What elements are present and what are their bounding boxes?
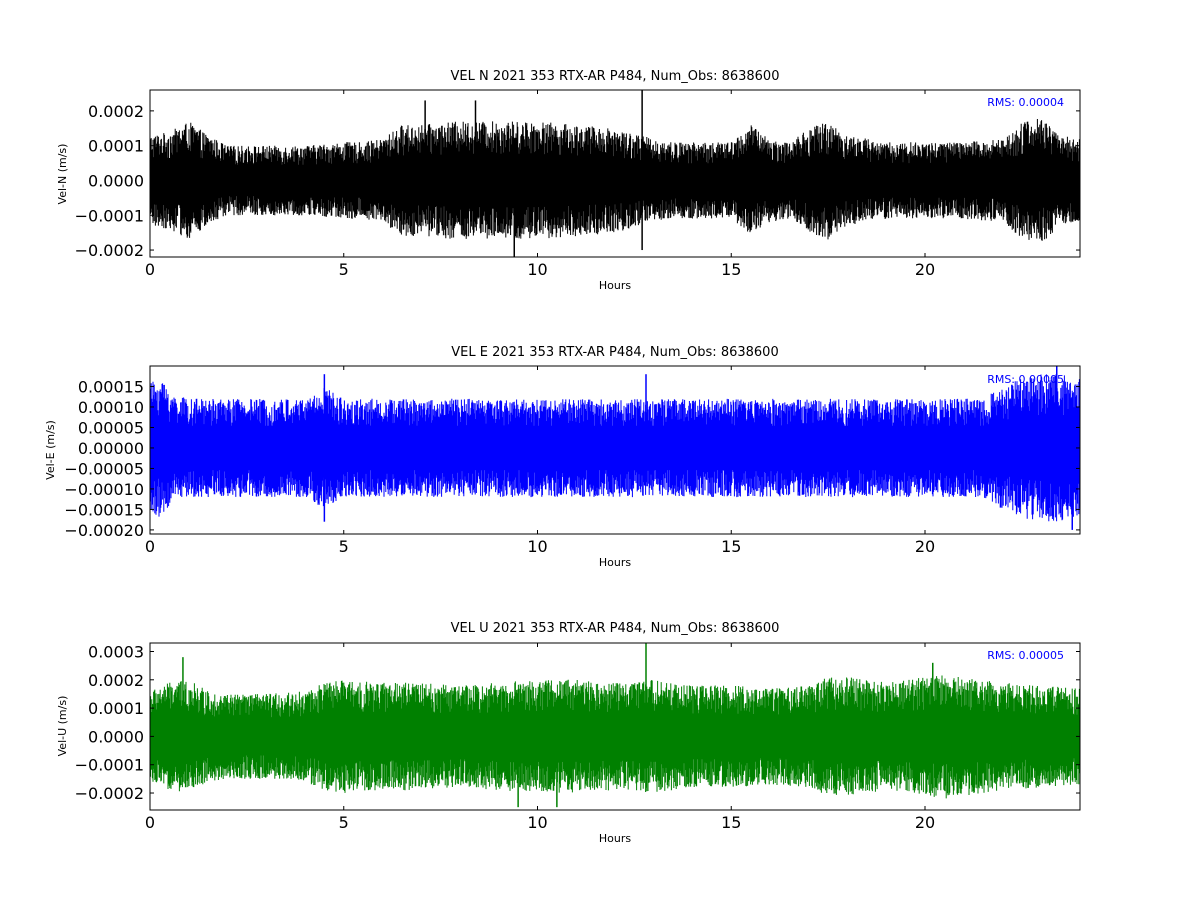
x-tick-label: 15 <box>721 813 741 832</box>
y-tick-label: 0.00000 <box>78 439 144 458</box>
plot-area: 0 5 10 15 20 −0.0002 −0.0001 0.0000 0.0001 0.0002 <box>75 89 1081 279</box>
x-axis-label: Hours <box>599 279 631 292</box>
x-axis-label: Hours <box>599 832 631 845</box>
y-tick-label: 0.0000 <box>88 727 144 746</box>
axes-frame <box>149 365 1081 535</box>
chart-title: VEL N 2021 353 RTX-AR P484, Num_Obs: 863… <box>451 69 780 84</box>
x-tick-label: 20 <box>915 813 935 832</box>
panel-vel-e: VEL E 2021 353 RTX-AR P484, Num_Obs: 863… <box>44 345 1081 569</box>
x-tick-label: 15 <box>721 260 741 279</box>
y-axis-label: Vel-N (m/s) <box>56 144 69 205</box>
y-tick-label: −0.0002 <box>75 784 144 803</box>
y-tick-label: −0.0001 <box>75 206 144 225</box>
series-core-band <box>150 708 1078 765</box>
y-tick-label: 0.0000 <box>88 171 144 190</box>
x-tick-label: 0 <box>145 813 155 832</box>
y-tick-label: 0.0002 <box>88 102 144 121</box>
y-axis-label: Vel-E (m/s) <box>44 420 57 480</box>
y-tick-label: 0.00015 <box>78 377 144 396</box>
y-tick-label: −0.00010 <box>64 480 144 499</box>
rms-annotation: RMS: 0.00005 <box>987 373 1064 386</box>
x-tick-label: 5 <box>339 813 349 832</box>
data-series <box>150 643 1080 808</box>
rms-annotation: RMS: 0.00004 <box>987 96 1064 109</box>
x-tick-label: 20 <box>915 537 935 556</box>
data-series <box>150 366 1080 530</box>
y-tick-label: 0.00005 <box>78 418 144 437</box>
chart-title: VEL U 2021 353 RTX-AR P484, Num_Obs: 863… <box>451 621 780 636</box>
axes-frame <box>149 89 1081 258</box>
y-tick-label: −0.00015 <box>64 500 144 519</box>
x-tick-label: 10 <box>527 813 547 832</box>
axes-frame <box>149 642 1081 811</box>
x-tick-label: 10 <box>527 537 547 556</box>
y-tick-label: 0.0001 <box>88 137 144 156</box>
x-tick-label: 0 <box>145 260 155 279</box>
y-tick-label: 0.0003 <box>88 642 144 661</box>
panel-vel-n: VEL N 2021 353 RTX-AR P484, Num_Obs: 863… <box>56 69 1081 292</box>
x-tick-label: 5 <box>339 537 349 556</box>
y-tick-label: −0.00005 <box>64 459 144 478</box>
x-tick-label: 5 <box>339 260 349 279</box>
x-tick-label: 20 <box>915 260 935 279</box>
y-tick-label: 0.0002 <box>88 671 144 690</box>
y-tick-label: −0.0002 <box>75 241 144 260</box>
series-core-band <box>150 152 1078 209</box>
y-tick-label: 0.00010 <box>78 398 144 417</box>
y-tick-label: −0.00020 <box>64 521 144 540</box>
rms-annotation: RMS: 0.00005 <box>987 649 1064 662</box>
x-axis-label: Hours <box>599 556 631 569</box>
panel-vel-u: VEL U 2021 353 RTX-AR P484, Num_Obs: 863… <box>56 621 1081 845</box>
y-axis-label: Vel-U (m/s) <box>56 696 69 757</box>
series-core-band <box>150 414 1078 482</box>
plot-area: 0 5 10 15 20 −0.0002 −0.0001 0.0000 0.0001 0.0002… <box>75 642 1081 832</box>
x-tick-label: 10 <box>527 260 547 279</box>
y-tick-label: 0.0001 <box>88 699 144 718</box>
chart-title: VEL E 2021 353 RTX-AR P484, Num_Obs: 863… <box>451 345 778 360</box>
x-tick-label: 15 <box>721 537 741 556</box>
data-series <box>150 90 1080 257</box>
x-tick-label: 0 <box>145 537 155 556</box>
plot-area: 0 5 10 15 20 −0.00020 −0.00015−0.00010 −0.00005… <box>64 365 1081 556</box>
y-tick-label: −0.0001 <box>75 756 144 775</box>
